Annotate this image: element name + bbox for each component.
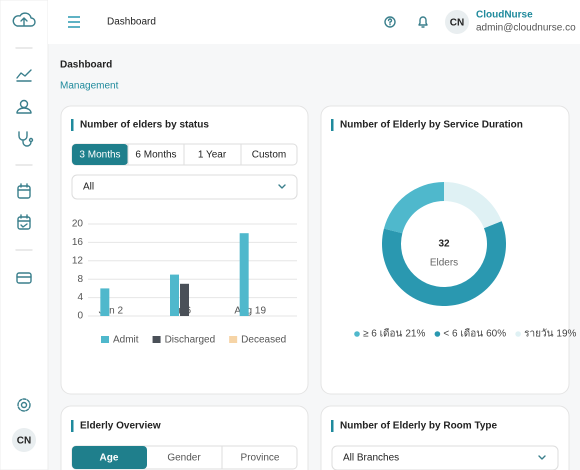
room-select[interactable] bbox=[331, 445, 559, 470]
tab[interactable]: 6 Months bbox=[135, 150, 176, 161]
page-subtitle: Management bbox=[60, 81, 119, 92]
sidebar-icons[interactable] bbox=[12, 12, 36, 412]
tab[interactable]: 3 Months bbox=[79, 150, 120, 161]
select-value: All Branches bbox=[343, 453, 399, 464]
tab[interactable]: Age bbox=[100, 453, 119, 464]
legend-label: Deceased bbox=[241, 335, 286, 346]
legend-dot bbox=[354, 331, 360, 337]
card-title: Number of elders by status bbox=[80, 120, 209, 131]
center-label: Elders bbox=[430, 258, 458, 269]
legend-dot bbox=[515, 331, 521, 337]
page-title: Dashboard bbox=[60, 60, 112, 71]
chevron bbox=[538, 455, 546, 460]
card-title: Elderly Overview bbox=[80, 421, 161, 432]
sidebar-avatar-text: CN bbox=[17, 436, 31, 447]
legend-value: 19% bbox=[556, 329, 576, 340]
sidebar bbox=[0, 0, 49, 470]
user-avatar-text: CN bbox=[450, 18, 464, 29]
x-tick-label: Aug 19 bbox=[234, 306, 266, 317]
card-title: Number of Elderly by Service Duration bbox=[340, 120, 523, 131]
title-markers bbox=[71, 119, 334, 432]
user-email: admin@cloudnurse.co bbox=[476, 23, 576, 34]
donut-segment bbox=[383, 182, 444, 234]
legend-label: รายวัน bbox=[524, 329, 553, 340]
tab-dividers bbox=[127, 144, 242, 165]
legend-dot bbox=[434, 331, 441, 337]
topbar-icons[interactable] bbox=[384, 16, 428, 28]
legend-label: Discharged bbox=[165, 335, 216, 346]
bar bbox=[170, 274, 179, 316]
sidebar-avatar[interactable] bbox=[12, 428, 36, 452]
select-value: All bbox=[83, 182, 94, 193]
legend-value: 60% bbox=[486, 329, 506, 340]
tab-active[interactable] bbox=[72, 446, 147, 469]
legend-label: ≥ 6 เดือน bbox=[363, 328, 403, 340]
legend-label: < 6 เดือน bbox=[443, 328, 483, 340]
topbar bbox=[48, 0, 580, 44]
y-tick-label: 20 bbox=[72, 219, 84, 230]
y-tick-label: 8 bbox=[77, 274, 83, 285]
tab[interactable]: 1 Year bbox=[198, 150, 227, 161]
bar bbox=[180, 283, 189, 316]
chevron bbox=[278, 184, 286, 189]
legend-swatch bbox=[229, 336, 238, 343]
legend-label: Admit bbox=[113, 335, 139, 346]
donut-segment bbox=[444, 181, 502, 229]
card-title: Number of Elderly by Room Type bbox=[340, 421, 497, 432]
x-tick-label: Jun 2 bbox=[99, 306, 124, 317]
bar bbox=[100, 288, 110, 316]
legend-swatch bbox=[101, 336, 109, 343]
bar bbox=[239, 233, 249, 316]
y-tick-label: 16 bbox=[72, 237, 84, 248]
tab[interactable]: Custom bbox=[252, 150, 286, 161]
donut-segment bbox=[382, 221, 506, 307]
tab-active[interactable] bbox=[72, 144, 128, 165]
y-tick-label: 12 bbox=[72, 255, 84, 266]
tab[interactable]: Gender bbox=[167, 453, 201, 464]
topbar-title: Dashboard bbox=[107, 17, 156, 28]
center-value: 32 bbox=[438, 239, 450, 250]
tab[interactable]: Province bbox=[241, 453, 280, 464]
user-avatar[interactable] bbox=[445, 10, 469, 34]
user-name: CloudNurse bbox=[476, 10, 533, 21]
menu-button[interactable] bbox=[68, 16, 80, 28]
legend-value: 21% bbox=[405, 329, 425, 340]
y-tick-label: 0 bbox=[77, 311, 83, 322]
status-select[interactable] bbox=[71, 174, 298, 200]
y-tick-label: 4 bbox=[77, 292, 83, 303]
legend-swatch bbox=[152, 336, 161, 343]
